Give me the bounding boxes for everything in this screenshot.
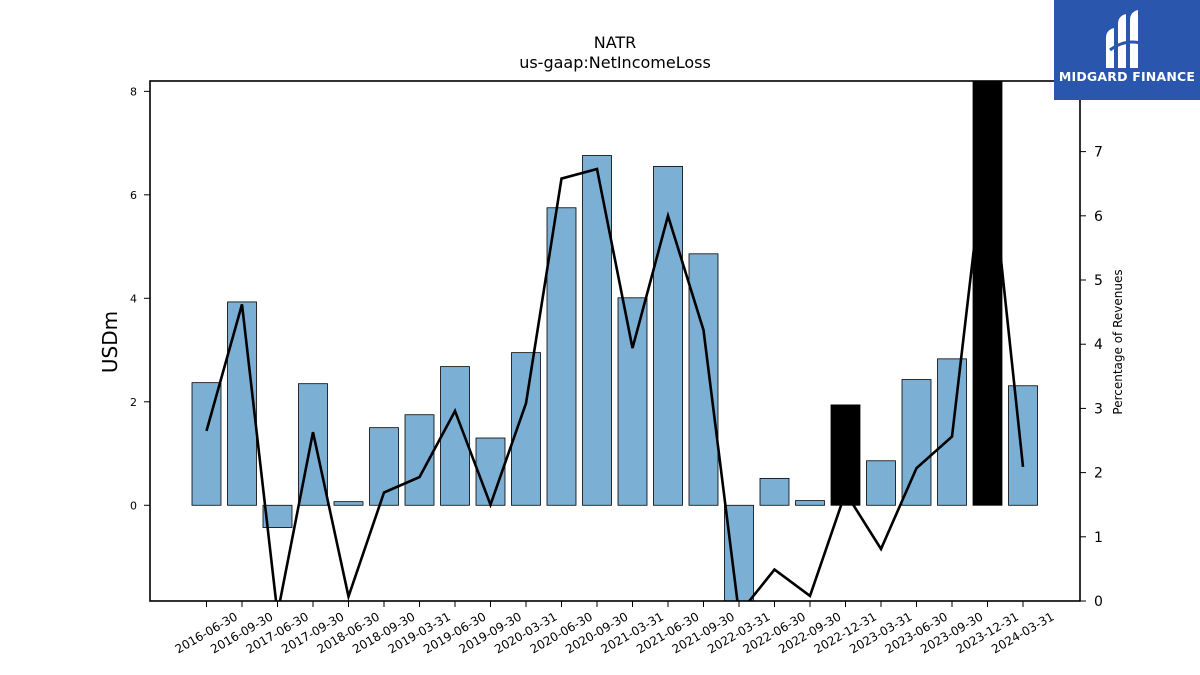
y2-axis-label: Percentage of Revenues — [1111, 269, 1125, 414]
bar — [759, 477, 790, 506]
brand-logo: MIDGARD FINANCE — [1054, 0, 1200, 100]
chart-subtitle: us-gaap:NetIncomeLoss — [519, 53, 711, 72]
bar — [688, 253, 719, 506]
y2-tick-label: 4 — [1094, 337, 1103, 353]
y-tick-label: 0 — [130, 499, 137, 512]
chart-title: NATR — [594, 33, 637, 52]
bar — [191, 382, 222, 506]
bar — [1008, 385, 1038, 506]
y-tick-label: 6 — [130, 189, 137, 202]
y2-tick-label: 3 — [1094, 401, 1103, 417]
bar — [795, 500, 825, 506]
y2-tick-label: 0 — [1094, 594, 1103, 610]
bar-series — [191, 81, 1038, 601]
y-tick-label: 4 — [130, 292, 137, 305]
y-axis-label: USDm — [98, 311, 122, 373]
line-series — [205, 132, 1025, 601]
bar — [475, 437, 506, 506]
brand-name: MIDGARD FINANCE — [1058, 69, 1196, 84]
bar — [866, 460, 896, 506]
bar — [830, 404, 861, 506]
bar — [546, 207, 577, 506]
y2-tick-label: 6 — [1094, 209, 1103, 225]
line-series-path — [205, 132, 1025, 601]
bar — [653, 165, 683, 506]
bar — [972, 81, 1003, 506]
plot-frame — [149, 80, 1081, 602]
bar — [901, 379, 932, 506]
bar — [582, 155, 612, 506]
y2-tick-label: 1 — [1094, 530, 1103, 546]
logo-mark-icon — [1106, 10, 1145, 68]
bar — [724, 504, 754, 601]
y2-tick-label: 7 — [1094, 145, 1103, 161]
y-tick-label: 2 — [130, 396, 137, 409]
y-tick-label: 8 — [130, 85, 137, 98]
bar — [262, 504, 293, 528]
y2-tick-label: 5 — [1094, 273, 1103, 289]
y2-tick-label: 2 — [1094, 466, 1103, 482]
bar — [617, 297, 648, 506]
bar — [333, 501, 364, 506]
